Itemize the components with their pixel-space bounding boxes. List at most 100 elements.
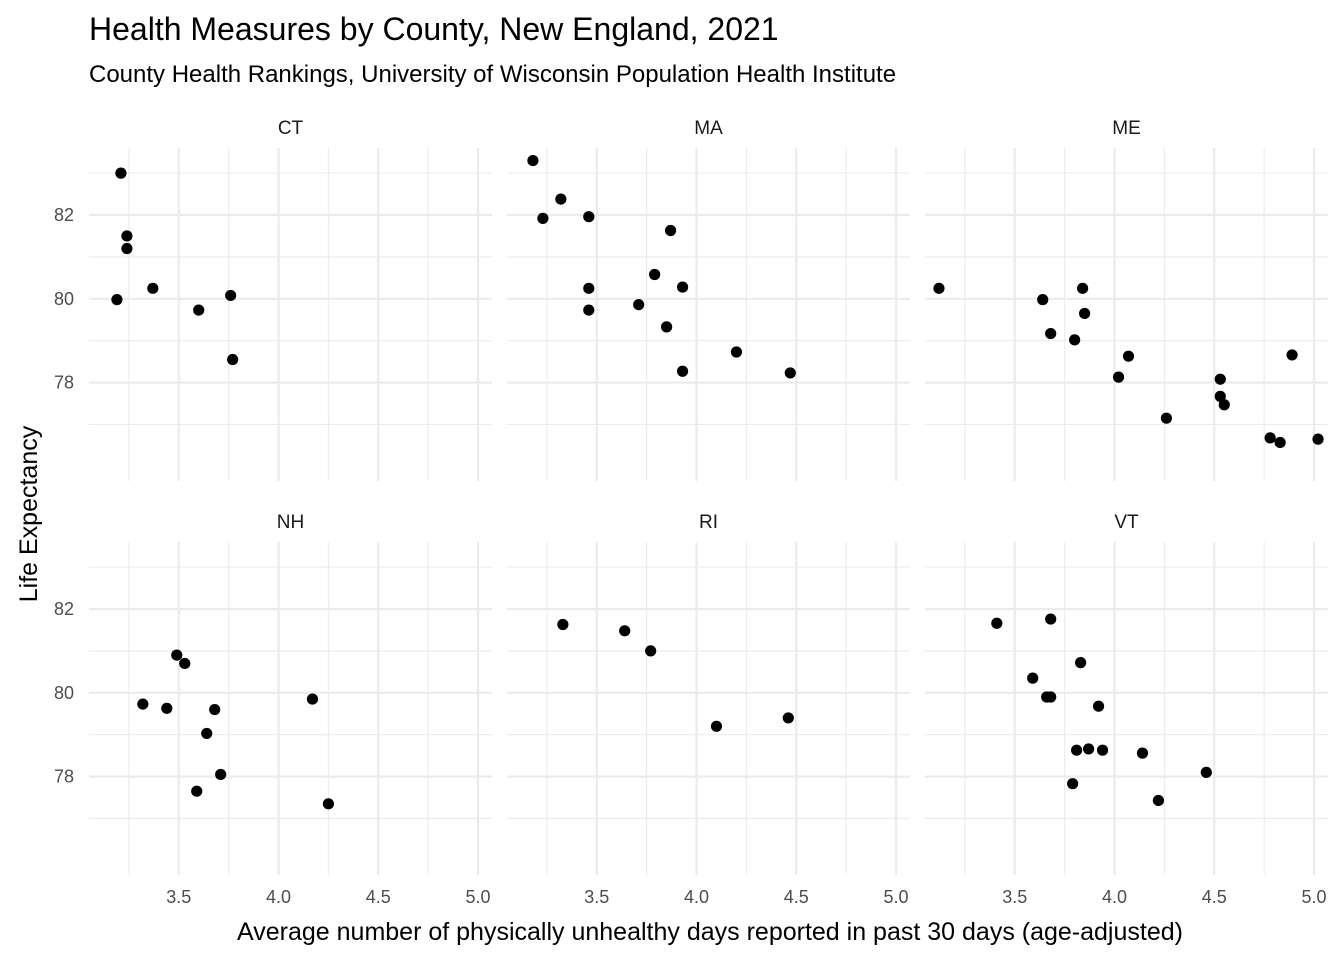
data-point [1122,350,1135,362]
data-point [1045,691,1057,703]
data-point [322,798,335,810]
y-axis-title: Life Expectancy [15,425,43,602]
x-tick-label: 4.0 [1102,887,1127,907]
facet-strip-label: MA [694,118,723,139]
y-tick-label: 82 [54,599,74,619]
data-point [649,268,661,281]
data-point [676,365,689,377]
data-point [661,321,673,333]
data-point [1112,371,1125,383]
data-point [147,282,159,294]
y-tick-label: 80 [54,683,74,703]
data-point [137,698,149,710]
data-point [1082,743,1095,755]
facet-panel-nh: NH 78 80 82 3.5 4.0 4.5 5.0 [54,512,492,907]
data-point [1264,432,1276,444]
facet-panel-ct: CT 78 80 82 [54,118,492,481]
data-point [1037,294,1049,306]
data-point [161,702,173,714]
chart-title: Health Measures by County, New England, … [89,11,779,47]
data-point [1027,672,1039,684]
facet-panels: CT 78 80 82 MA ME NH 78 80 82 3.5 4.0 4.5 5.0 RI 3.5 4.0… [54,118,1328,907]
data-point [583,282,595,294]
data-point [583,211,595,223]
data-point [537,212,549,224]
data-point [225,289,237,302]
data-point [527,154,539,167]
data-point [1045,613,1057,625]
x-tick-label: 4.5 [366,887,391,907]
data-point [121,230,133,242]
x-axis-title: Average number of physically unhealthy d… [237,918,1183,946]
data-point [215,768,227,781]
x-tick-label: 4.0 [266,887,291,907]
data-point [1200,766,1212,778]
data-point [645,645,657,657]
x-tick-label: 5.0 [884,887,909,907]
data-point [179,657,191,670]
data-point [1286,349,1298,361]
data-point [1214,390,1226,402]
x-tick-label: 4.5 [784,887,809,907]
x-tick-label: 4.0 [684,887,709,907]
data-point [1045,327,1057,340]
y-tick-label: 78 [54,373,74,393]
facet-panel-vt: VT 3.5 4.0 4.5 5.0 [925,512,1328,907]
data-point [633,299,645,311]
data-point [209,703,221,716]
data-point [1218,399,1230,411]
data-point [1069,334,1081,346]
chart-subtitle: County Health Rankings, University of Wi… [89,61,896,88]
facet-strip-label: CT [278,118,304,139]
facet-panel-ma: MA [507,118,910,481]
data-point [782,712,794,724]
data-point [664,224,677,237]
data-point [171,649,183,661]
data-point [1160,412,1173,424]
x-tick-label: 3.5 [166,887,191,907]
data-point [1152,794,1165,807]
x-tick-label: 5.0 [1302,887,1327,907]
data-point [991,617,1003,629]
facet-strip-label: ME [1112,118,1141,139]
data-point [1214,373,1226,385]
data-point [193,304,205,316]
data-point [111,294,123,306]
facet-panel-ri: RI 3.5 4.0 4.5 5.0 [507,512,910,907]
facet-strip-label: VT [1114,512,1139,533]
facet-strip-label: NH [277,512,304,533]
x-tick-label: 3.5 [584,887,609,907]
facet-panel-me: ME [925,118,1328,481]
data-point [557,618,569,631]
data-point [1274,436,1286,449]
y-tick-label: 82 [54,205,74,225]
data-point [1067,778,1079,790]
data-point [227,353,239,366]
data-point [710,720,723,732]
x-tick-label: 4.5 [1202,887,1227,907]
data-point [1075,657,1087,669]
y-tick-label: 78 [54,767,74,787]
data-point [676,281,689,293]
data-point [1071,744,1083,756]
data-point [121,242,133,255]
data-point [201,727,213,740]
data-point [1077,282,1089,294]
data-point [1096,744,1109,756]
x-tick-label: 3.5 [1002,887,1027,907]
facet-strip-label: RI [699,512,718,533]
data-point [191,785,203,797]
data-point [1079,307,1091,320]
data-point [730,346,743,358]
data-point [115,167,127,179]
data-point [1092,700,1105,712]
data-point [1136,747,1149,759]
x-tick-label: 5.0 [466,887,491,907]
y-tick-label: 80 [54,289,74,309]
data-point [619,625,631,637]
data-point [784,367,796,379]
data-point [1312,433,1324,445]
data-point [583,304,595,316]
data-point [555,193,567,205]
